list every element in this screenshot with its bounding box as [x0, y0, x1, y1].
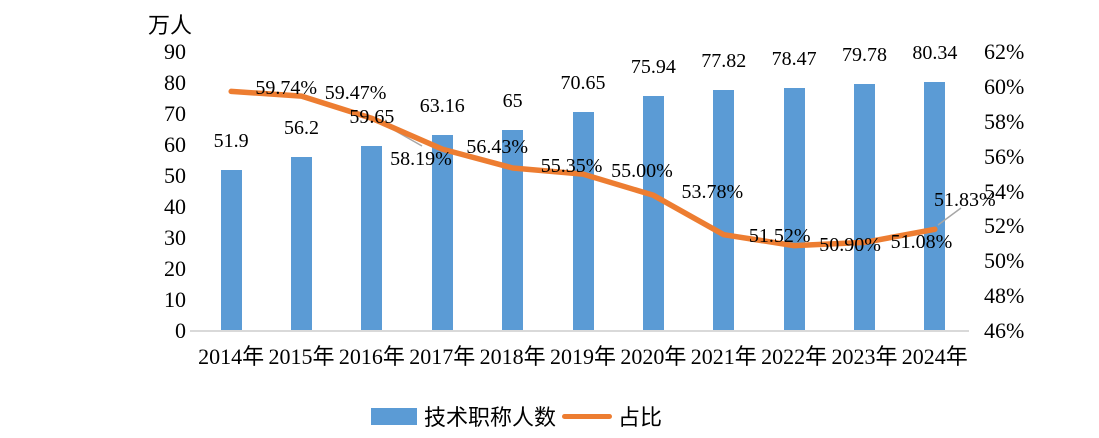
bar-value-label-2023年: 79.78: [841, 43, 887, 66]
x-axis-label-2017: 2017年: [409, 344, 476, 369]
bar-value-label-2017年: 63.16: [419, 95, 465, 118]
legend: 技术职称人数 占比: [371, 403, 663, 430]
left-axis-tick-50: 50: [164, 163, 186, 188]
bar-value-label-2019年: 70.65: [560, 71, 606, 94]
x-axis-label-2014: 2014年: [198, 344, 265, 369]
percent-label-2023年: 51.08%: [890, 231, 953, 254]
bar-2020年: [642, 95, 664, 331]
bar-value-label-2021年: 77.82: [701, 49, 747, 72]
bar-value-label-2022年: 78.47: [771, 47, 817, 70]
percent-label-2018年: 55.35%: [540, 154, 603, 177]
x-axis-label-2021: 2021年: [690, 344, 757, 369]
left-axis-tick-90: 90: [164, 39, 186, 64]
x-axis-label-2024: 2024年: [901, 344, 968, 369]
right-axis-tick-48%: 48%: [984, 283, 1025, 309]
percent-label-2016年: 58.19%: [390, 148, 452, 171]
bar-2014年: [220, 170, 242, 331]
bar-value-label-2015年: 56.2: [284, 116, 320, 139]
right-axis-tick-62%: 62%: [984, 39, 1025, 64]
percent-label-2019年: 55.00%: [611, 160, 673, 183]
percent-label-2020年: 53.78%: [681, 181, 744, 204]
bar-2021年: [713, 89, 735, 331]
left-axis-tick-20: 20: [164, 256, 186, 281]
bar-2018年: [502, 129, 524, 331]
right-axis-tick-56%: 56%: [984, 143, 1025, 169]
right-axis-tick-58%: 58%: [984, 108, 1025, 134]
bar-value-label-2014年: 51.9: [213, 130, 249, 153]
x-axis-label-2020: 2020年: [620, 344, 687, 369]
left-axis-tick-70: 70: [164, 101, 186, 126]
x-axis-label-2015: 2015年: [268, 344, 335, 369]
left-axis-tick-40: 40: [164, 194, 186, 219]
x-axis-line: [190, 330, 969, 332]
percent-label-2017年: 56.43%: [466, 136, 529, 159]
percent-label-2015年: 59.47%: [324, 82, 387, 105]
right-axis-tick-50%: 50%: [984, 248, 1025, 274]
bar-value-label-2024年: 80.34: [912, 41, 958, 64]
percent-label-2021年: 51.52%: [748, 224, 811, 247]
left-axis-unit-label: 万人: [148, 13, 193, 38]
legend-line-label: 占比: [618, 405, 663, 430]
left-axis-tick-10: 10: [164, 287, 186, 312]
right-axis-tick-52%: 52%: [984, 213, 1025, 239]
bar-value-label-2016年: 59.65: [349, 106, 395, 129]
x-axis-label-2022: 2022年: [761, 344, 828, 369]
left-axis-tick-60: 60: [164, 132, 186, 157]
bar-2016年: [361, 146, 383, 331]
percent-label-2014年: 59.74%: [255, 77, 317, 100]
x-axis-label-2019: 2019年: [549, 344, 616, 369]
x-axis-label-2018: 2018年: [479, 344, 546, 369]
right-axis-tick-60%: 60%: [984, 73, 1025, 99]
bar-value-label-2020年: 75.94: [630, 55, 676, 78]
left-axis-tick-80: 80: [164, 70, 186, 95]
right-axis-tick-46%: 46%: [984, 318, 1025, 343]
x-axis-label-2023: 2023年: [831, 344, 898, 369]
bar-value-label-2018年: 65: [502, 89, 523, 112]
bar-2015年: [291, 156, 313, 331]
x-axis-label-2016: 2016年: [338, 344, 405, 369]
bar-2022年: [783, 87, 805, 331]
line-series-swatch-icon: [562, 413, 613, 419]
percent-label-2024年: 51.83%: [933, 189, 996, 212]
bar-series-swatch-icon: [371, 407, 417, 425]
legend-bar-label: 技术职称人数: [424, 405, 557, 430]
right-axis-tick-54%: 54%: [984, 178, 1025, 204]
left-axis-tick-0: 0: [175, 318, 186, 343]
left-axis-tick-30: 30: [164, 225, 186, 250]
bar-2023年: [853, 83, 875, 331]
percent-label-2022年: 50.90%: [819, 233, 881, 256]
bar-2019年: [572, 111, 594, 331]
